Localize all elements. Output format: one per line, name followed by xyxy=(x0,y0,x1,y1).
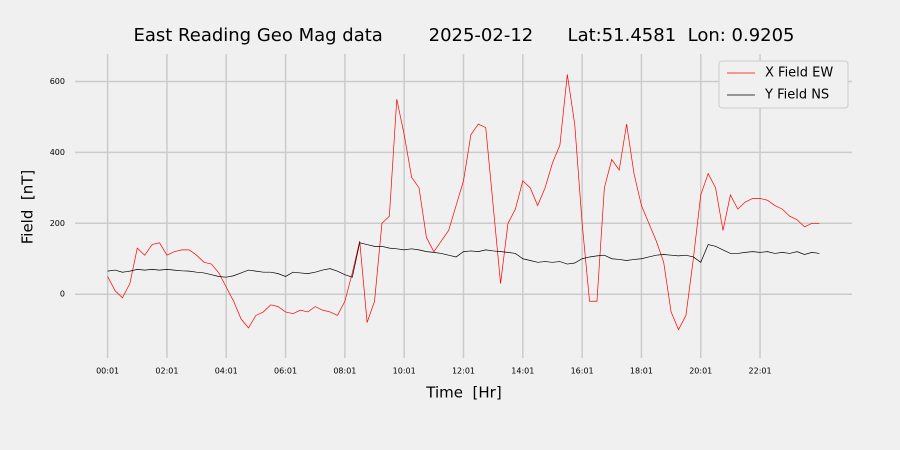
y-tick-label: 600 xyxy=(50,77,65,86)
x-tick-label: 10:01 xyxy=(393,367,416,376)
x-tick-label: 08:01 xyxy=(333,367,356,376)
x-tick-label: 12:01 xyxy=(452,367,475,376)
legend-label: X Field EW xyxy=(765,66,833,81)
y-axis-label: Field [nT] xyxy=(19,170,37,245)
x-tick-label: 00:01 xyxy=(96,367,119,376)
legend-label: Y Field NS xyxy=(764,88,829,103)
y-tick-label: 200 xyxy=(50,219,65,228)
data-line xyxy=(107,74,820,331)
y-tick-label: 0 xyxy=(60,290,65,299)
x-tick-label: 02:01 xyxy=(155,367,178,376)
x-tick-label: 20:01 xyxy=(689,367,712,376)
data-line xyxy=(107,242,820,278)
x-tick-label: 04:01 xyxy=(215,367,238,376)
legend: X Field EW Y Field NS xyxy=(718,60,849,109)
x-tick-label: 16:01 xyxy=(571,367,594,376)
y-tick-label: 400 xyxy=(50,148,65,157)
x-axis-label: Time [Hr] xyxy=(425,384,501,402)
x-tick-label: 22:01 xyxy=(749,367,772,376)
x-tick-label: 18:01 xyxy=(630,367,653,376)
x-tick-label: 06:01 xyxy=(274,367,297,376)
chart-title: East Reading Geo Mag data 2025-02-12 Lat… xyxy=(133,25,794,46)
x-tick-label: 14:01 xyxy=(511,367,534,376)
